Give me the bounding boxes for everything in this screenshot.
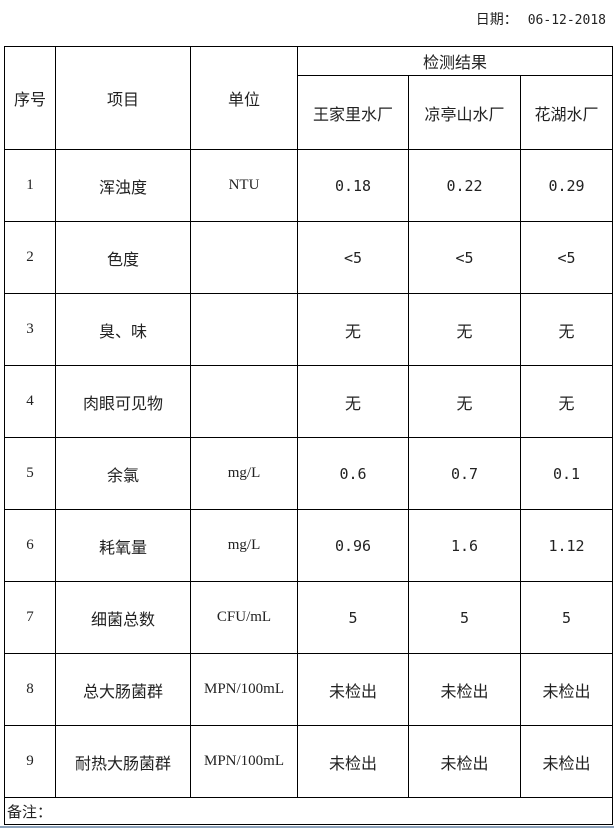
table-row: 5 余氯 mg/L 0.6 0.7 0.1 <box>4 437 613 510</box>
result-value: 5 <box>297 581 409 654</box>
result-value: 无 <box>520 365 613 438</box>
result-value: 无 <box>297 293 409 366</box>
row-unit <box>190 365 298 438</box>
result-value: 0.96 <box>297 509 409 582</box>
row-unit <box>190 293 298 366</box>
result-value: 未检出 <box>520 653 613 726</box>
row-item: 耐热大肠菌群 <box>55 725 191 798</box>
result-value: 未检出 <box>297 725 409 798</box>
table-row: 1 浑浊度 NTU 0.18 0.22 0.29 <box>4 149 613 222</box>
row-index: 1 <box>4 149 56 222</box>
result-value: 5 <box>408 581 521 654</box>
row-index: 3 <box>4 293 56 366</box>
header-plant: 王家里水厂 <box>297 75 409 150</box>
row-item: 总大肠菌群 <box>55 653 191 726</box>
result-value: <5 <box>408 221 521 294</box>
row-item: 色度 <box>55 221 191 294</box>
window-edge <box>0 826 614 828</box>
header-plant: 凉亭山水厂 <box>408 75 521 150</box>
row-index: 4 <box>4 365 56 438</box>
header-unit: 单位 <box>190 46 298 150</box>
table-row: 7 细菌总数 CFU/mL 5 5 5 <box>4 581 613 654</box>
remark: 备注： <box>4 797 613 825</box>
result-value: 0.29 <box>520 149 613 222</box>
water-quality-table: 序号 项目 单位 检测结果 王家里水厂 凉亭山水厂 花湖水厂 1 浑浊度 NTU 0.… <box>4 46 613 825</box>
result-value: 0.7 <box>408 437 521 510</box>
report-date: 日期： 06-12-2018 <box>476 9 606 29</box>
result-value: 无 <box>297 365 409 438</box>
row-item: 细菌总数 <box>55 581 191 654</box>
result-value: 无 <box>408 365 521 438</box>
result-value: 0.22 <box>408 149 521 222</box>
result-value: 未检出 <box>408 653 521 726</box>
result-value: <5 <box>297 221 409 294</box>
row-unit: NTU <box>190 149 298 222</box>
result-value: 0.1 <box>520 437 613 510</box>
result-value: 5 <box>520 581 613 654</box>
result-value: 0.6 <box>297 437 409 510</box>
row-unit <box>190 221 298 294</box>
table-row: 8 总大肠菌群 MPN/100mL 未检出 未检出 未检出 <box>4 653 613 726</box>
row-item: 臭、味 <box>55 293 191 366</box>
result-value: 1.6 <box>408 509 521 582</box>
row-unit: CFU/mL <box>190 581 298 654</box>
result-value: 未检出 <box>520 725 613 798</box>
header-plant: 花湖水厂 <box>520 75 613 150</box>
row-item: 肉眼可见物 <box>55 365 191 438</box>
result-value: 1.12 <box>520 509 613 582</box>
row-index: 2 <box>4 221 56 294</box>
row-item: 余氯 <box>55 437 191 510</box>
row-index: 7 <box>4 581 56 654</box>
header-results: 检测结果 <box>297 46 613 76</box>
row-unit: MPN/100mL <box>190 653 298 726</box>
row-unit: MPN/100mL <box>190 725 298 798</box>
row-index: 9 <box>4 725 56 798</box>
row-item: 耗氧量 <box>55 509 191 582</box>
result-value: 未检出 <box>297 653 409 726</box>
table-row: 6 耗氧量 mg/L 0.96 1.6 1.12 <box>4 509 613 582</box>
result-value: 无 <box>408 293 521 366</box>
date-value: 06-12-2018 <box>527 13 606 28</box>
row-index: 6 <box>4 509 56 582</box>
header-index: 序号 <box>4 46 56 150</box>
date-label: 日期： <box>475 12 518 28</box>
row-unit: mg/L <box>190 437 298 510</box>
result-value: 0.18 <box>297 149 409 222</box>
result-value: 无 <box>520 293 613 366</box>
table-row: 9 耐热大肠菌群 MPN/100mL 未检出 未检出 未检出 <box>4 725 613 798</box>
table-row: 3 臭、味无无无 <box>4 293 613 366</box>
row-index: 8 <box>4 653 56 726</box>
row-index: 5 <box>4 437 56 510</box>
table-row: 2 色度 <5 <5 <5 <box>4 221 613 294</box>
header-item: 项目 <box>55 46 191 150</box>
row-item: 浑浊度 <box>55 149 191 222</box>
result-value: 未检出 <box>408 725 521 798</box>
table-row: 4 肉眼可见物无无无 <box>4 365 613 438</box>
result-value: <5 <box>520 221 613 294</box>
row-unit: mg/L <box>190 509 298 582</box>
